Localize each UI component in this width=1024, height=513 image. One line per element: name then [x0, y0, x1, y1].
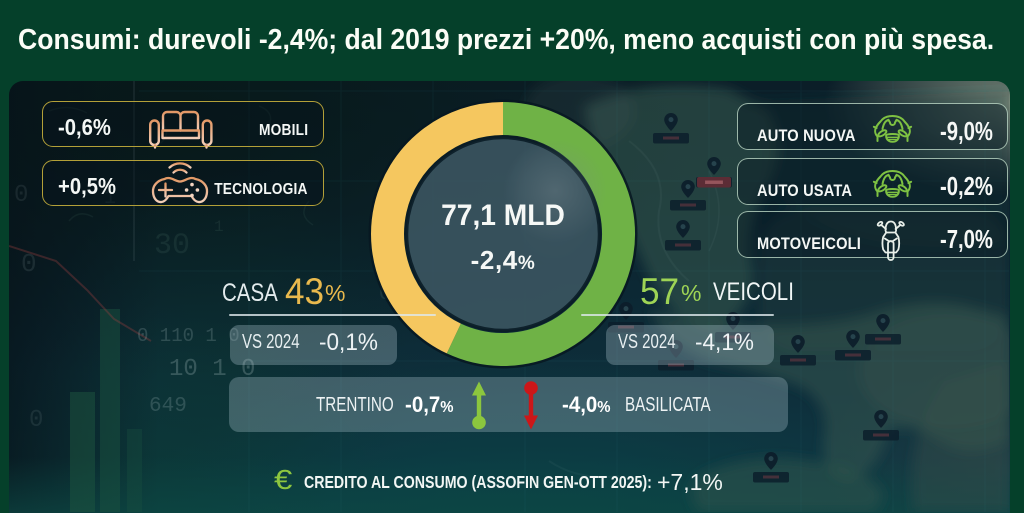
svg-text:0: 0 [14, 182, 28, 209]
svg-text:10 1 0: 10 1 0 [169, 356, 255, 383]
svg-text:1: 1 [214, 218, 224, 236]
svg-text:1: 1 [104, 187, 116, 210]
svg-text:649: 649 [149, 395, 187, 418]
svg-text:30: 30 [154, 229, 190, 263]
svg-text:0: 0 [21, 249, 37, 279]
svg-text:0 110 1 0: 0 110 1 0 [137, 325, 240, 347]
svg-text:0: 0 [29, 407, 43, 434]
